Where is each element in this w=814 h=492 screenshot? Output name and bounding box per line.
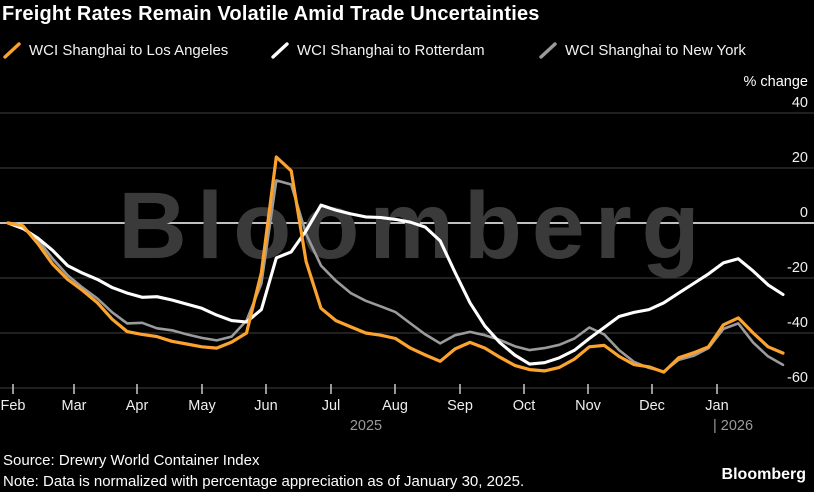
legend-item-shanghai-rotterdam: WCI Shanghai to Rotterdam — [270, 38, 485, 62]
month-label: Mar — [62, 398, 87, 414]
legend-item-label: WCI Shanghai to Los Angeles — [29, 41, 229, 59]
y-tick-label: 0 — [800, 205, 808, 221]
month-label: Dec — [639, 398, 665, 414]
y-tick-label: -60 — [787, 370, 808, 386]
bloomberg-watermark: Bloomberg — [118, 173, 709, 279]
month-label: Sep — [447, 398, 473, 414]
source-line: Source: Drewry World Container Index — [3, 452, 260, 469]
month-label: May — [188, 398, 216, 414]
gray-line-key-icon — [539, 41, 557, 59]
legend-item-label: WCI Shanghai to Rotterdam — [297, 41, 485, 59]
year-label-2025: 2025 — [350, 418, 382, 434]
month-label: Apr — [126, 398, 149, 414]
white-line-key-icon — [271, 41, 289, 59]
legend: WCI Shanghai to Los Angeles WCI Shanghai… — [0, 38, 814, 62]
year-label-2026: | 2026 — [713, 418, 753, 434]
series-line-wci-shanghai-to-los-angeles — [6, 155, 785, 374]
month-label: Feb — [1, 398, 26, 414]
note-line: Note: Data is normalized with percentage… — [3, 473, 525, 490]
chart-title: Freight Rates Remain Volatile Amid Trade… — [2, 3, 540, 25]
legend-item-label: WCI Shanghai to New York — [565, 41, 746, 59]
series-line-wci-shanghai-to-rotterdam — [6, 203, 785, 366]
month-label: Nov — [575, 398, 602, 414]
month-label: Oct — [513, 398, 536, 414]
y-tick-label: 20 — [792, 150, 808, 166]
bloomberg-logo: Bloomberg — [721, 466, 806, 483]
month-label: Jun — [254, 398, 277, 414]
y-tick-label: -40 — [787, 315, 808, 331]
y-tick-label: -20 — [787, 260, 808, 276]
y-axis-unit-label: % change — [744, 74, 809, 90]
orange-line-key-icon — [3, 41, 21, 59]
legend-item-shanghai-new-york: WCI Shanghai to New York — [538, 38, 746, 62]
y-tick-label: 40 — [792, 95, 808, 111]
legend-item-shanghai-los-angeles: WCI Shanghai to Los Angeles — [2, 38, 228, 62]
month-label: Jan — [705, 398, 728, 414]
month-label: Jul — [322, 398, 341, 414]
month-label: Aug — [382, 398, 408, 414]
